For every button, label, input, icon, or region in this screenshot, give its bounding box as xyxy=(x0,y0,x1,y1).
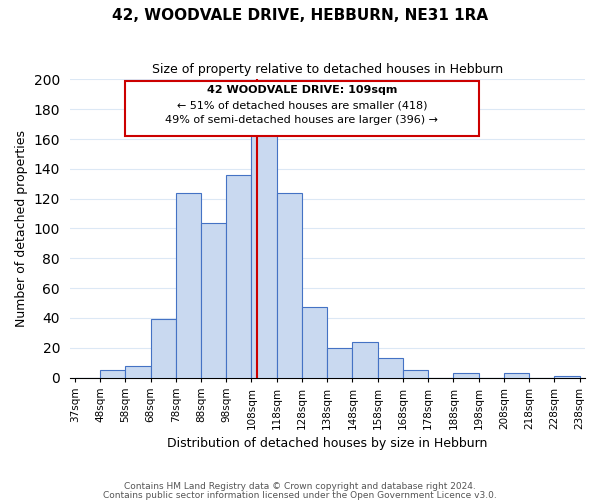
Text: 42 WOODVALE DRIVE: 109sqm: 42 WOODVALE DRIVE: 109sqm xyxy=(207,86,397,96)
Y-axis label: Number of detached properties: Number of detached properties xyxy=(15,130,28,327)
Text: Contains public sector information licensed under the Open Government Licence v3: Contains public sector information licen… xyxy=(103,491,497,500)
Text: Contains HM Land Registry data © Crown copyright and database right 2024.: Contains HM Land Registry data © Crown c… xyxy=(124,482,476,491)
Bar xyxy=(151,320,176,378)
Bar xyxy=(302,308,327,378)
Bar xyxy=(377,358,403,378)
Title: Size of property relative to detached houses in Hebburn: Size of property relative to detached ho… xyxy=(152,62,503,76)
Bar xyxy=(226,175,251,378)
FancyBboxPatch shape xyxy=(125,81,479,136)
Bar xyxy=(100,370,125,378)
Bar xyxy=(176,192,201,378)
X-axis label: Distribution of detached houses by size in Hebburn: Distribution of detached houses by size … xyxy=(167,437,487,450)
Bar xyxy=(251,132,277,378)
Bar xyxy=(554,376,580,378)
Text: 42, WOODVALE DRIVE, HEBBURN, NE31 1RA: 42, WOODVALE DRIVE, HEBBURN, NE31 1RA xyxy=(112,8,488,22)
Bar xyxy=(352,342,377,378)
Text: ← 51% of detached houses are smaller (418): ← 51% of detached houses are smaller (41… xyxy=(176,100,427,110)
Bar xyxy=(201,222,226,378)
Bar xyxy=(403,370,428,378)
Bar xyxy=(277,192,302,378)
Bar xyxy=(125,366,151,378)
Bar xyxy=(454,373,479,378)
Bar xyxy=(327,348,352,378)
Bar xyxy=(504,373,529,378)
Text: 49% of semi-detached houses are larger (396) →: 49% of semi-detached houses are larger (… xyxy=(166,115,439,125)
